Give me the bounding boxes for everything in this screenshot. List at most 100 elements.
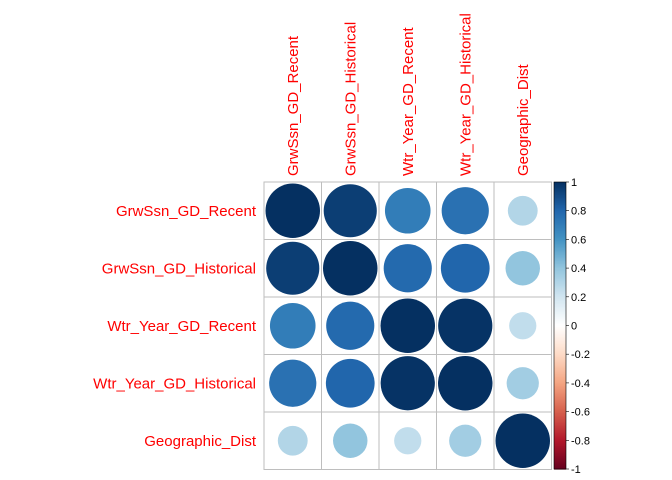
color-legend-segment [554, 322, 566, 325]
color-legend-segment [554, 265, 566, 268]
corr-circle-wtr-year-gd-historical-geographic-dist [506, 367, 539, 400]
color-legend-segment [554, 344, 566, 347]
color-legend-segment [554, 332, 566, 335]
color-legend-segment [554, 299, 566, 302]
color-legend-segment [554, 463, 566, 466]
color-legend-segment [554, 417, 566, 420]
color-legend-segment [554, 375, 566, 378]
color-legend-segment [554, 223, 566, 226]
row-label-wtr-year-gd-historical: Wtr_Year_GD_Historical [93, 375, 256, 392]
color-legend-segment [554, 301, 566, 304]
color-legend-segment [554, 336, 566, 340]
corr-circle-wtr-year-gd-recent-wtr-year-gd-historical [438, 298, 493, 353]
color-legend-segment [554, 425, 566, 428]
color-legend-segment [554, 232, 566, 235]
color-legend-segment [554, 378, 566, 381]
corr-circle-geographic-dist-geographic-dist [495, 413, 550, 468]
corr-circle-grwssn-gd-recent-geographic-dist [507, 195, 538, 226]
corr-circle-grwssn-gd-historical-wtr-year-gd-historical [440, 243, 490, 293]
color-legend-segment [554, 335, 566, 338]
color-legend-segment [554, 402, 566, 406]
color-legend-segment [554, 199, 566, 202]
color-legend-segment [554, 302, 566, 305]
cell-geographic-dist-grwssn-gd-historical [321, 411, 380, 470]
color-legend-segment [554, 441, 566, 444]
color-legend-segment [554, 345, 566, 348]
color-legend-segment [554, 200, 566, 203]
color-legend-segment [554, 338, 566, 341]
color-legend-segment [554, 306, 566, 309]
color-legend-segment [554, 466, 566, 469]
color-legend-segment [554, 259, 566, 262]
color-legend-segment [554, 272, 566, 275]
color-legend-segment [554, 227, 566, 230]
color-legend-segment [554, 262, 566, 265]
color-legend-segment [554, 245, 566, 248]
row-label-wtr-year-gd-recent: Wtr_Year_GD_Recent [107, 318, 257, 335]
color-legend-segment [554, 407, 566, 410]
corr-circle-wtr-year-gd-recent-geographic-dist [509, 312, 537, 340]
color-legend-segment [554, 326, 566, 329]
color-legend-segment [554, 285, 566, 288]
color-legend-segment [554, 423, 566, 426]
color-legend-segment [554, 377, 566, 380]
color-legend-segment [554, 401, 566, 404]
corr-circle-grwssn-gd-historical-geographic-dist [505, 251, 540, 286]
color-legend-segment [554, 392, 566, 395]
color-legend-segment [554, 187, 566, 190]
color-legend-segment [554, 250, 566, 253]
corr-circle-geographic-dist-grwssn-gd-recent [277, 425, 308, 456]
col-label-grwssn-gd-recent: GrwSsn_GD_Recent [285, 35, 302, 176]
color-legend-segment [554, 447, 566, 450]
color-legend-segment [554, 193, 566, 196]
corr-circle-wtr-year-gd-historical-wtr-year-gd-recent [380, 356, 435, 411]
color-legend-segment [554, 464, 566, 467]
corr-circle-geographic-dist-wtr-year-gd-recent [394, 427, 422, 455]
color-legend-segment [554, 253, 566, 256]
color-legend-segment [554, 276, 566, 279]
color-legend-segment [554, 355, 566, 358]
color-legend-segment [554, 413, 566, 416]
color-legend-segment [554, 256, 566, 259]
color-legend-segment [554, 249, 566, 252]
corr-circle-wtr-year-gd-historical-wtr-year-gd-historical [438, 356, 493, 411]
color-legend-tick-label: -1 [571, 464, 581, 476]
color-legend-segment [554, 411, 566, 414]
color-legend-segment [554, 367, 566, 370]
color-legend-segment [554, 430, 566, 433]
color-legend-segment [554, 222, 566, 225]
color-legend-segment [554, 334, 566, 337]
color-legend-segment [554, 380, 566, 383]
color-legend-segment [554, 233, 566, 236]
color-legend-segment [554, 433, 566, 436]
corr-circle-grwssn-gd-recent-wtr-year-gd-recent [384, 187, 431, 234]
color-legend-tick-label: 1 [571, 177, 577, 189]
color-legend-segment [554, 458, 566, 461]
col-label-wtr-year-gd-recent: Wtr_Year_GD_Recent [400, 26, 417, 176]
color-legend-segment [554, 219, 566, 222]
color-legend-segment [554, 229, 566, 232]
color-legend-segment [554, 347, 566, 350]
color-legend-segment [554, 298, 566, 301]
corr-circle-grwssn-gd-recent-grwssn-gd-historical [323, 184, 377, 238]
color-legend-segment [554, 315, 566, 318]
color-legend-tick-label: 0.8 [571, 206, 586, 218]
color-legend-segment [554, 263, 566, 266]
color-legend-segment [554, 215, 566, 218]
corr-circle-grwssn-gd-historical-wtr-year-gd-recent [383, 244, 432, 293]
color-legend-segment [554, 184, 566, 187]
color-legend-segment [554, 288, 566, 291]
color-legend-segment [554, 381, 566, 384]
color-legend-segment [554, 225, 566, 228]
color-legend-segment [554, 246, 566, 249]
color-legend-segment [554, 385, 566, 388]
color-legend-segment [554, 260, 566, 263]
color-legend-segment [554, 266, 566, 269]
color-legend-segment [554, 453, 566, 456]
color-legend-segment [554, 183, 566, 186]
color-legend-segment [554, 424, 566, 427]
color-legend-segment [554, 397, 566, 400]
color-legend-segment [554, 235, 566, 238]
color-legend-segment [554, 303, 566, 307]
color-legend-segment [554, 196, 566, 199]
